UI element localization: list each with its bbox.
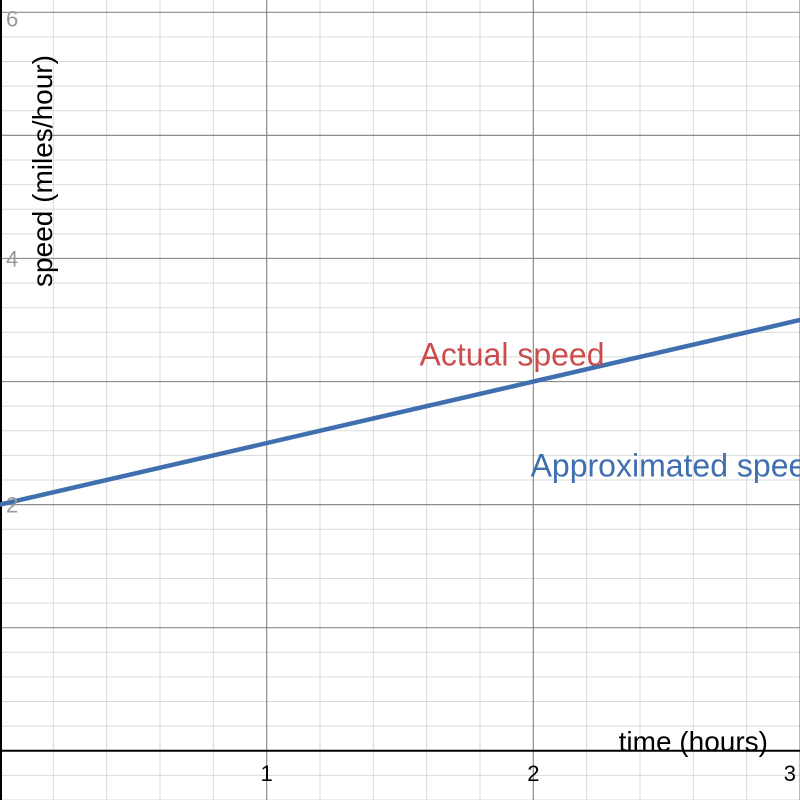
x-tick-label: 3 [784,761,796,786]
annotations: Actual speed Approximated speed [419,337,800,484]
actual-speed-label: Actual speed [419,337,604,373]
series-line [0,317,800,507]
x-tick-label: 1 [261,761,273,786]
x-tick-label: 2 [527,761,539,786]
tick-labels: 1 2 3 2 4 6 [6,6,796,785]
y-tick-label: 6 [6,6,18,31]
series-layer [0,317,800,507]
y-axis-title: speed (miles/hour) [27,55,58,287]
x-axis-title: time (hours) [619,726,768,757]
y-tick-label: 2 [6,493,18,518]
approximated-speed-label: Approximated speed [531,447,800,483]
y-tick-label: 4 [6,246,18,271]
